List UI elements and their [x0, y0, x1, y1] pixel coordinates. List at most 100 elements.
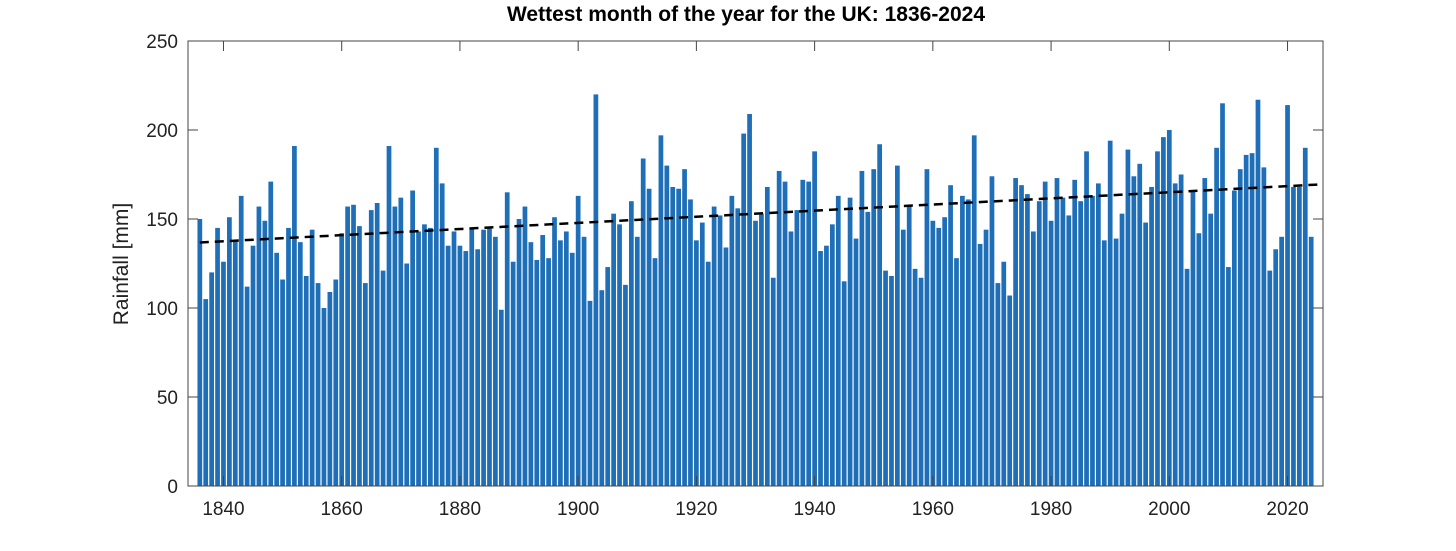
bar-1987 — [1090, 195, 1095, 487]
bar-1912 — [646, 188, 652, 487]
bar-1885 — [487, 227, 492, 486]
bar-1984 — [1072, 179, 1078, 486]
bar-1862 — [351, 204, 356, 486]
bar-1867 — [380, 270, 386, 486]
bar-1954 — [895, 165, 900, 486]
bar-1874 — [422, 224, 427, 486]
bar-1911 — [640, 158, 646, 487]
bar-1919 — [688, 199, 693, 487]
bar-1902 — [587, 300, 593, 486]
x-tick-label-1920: 1920 — [675, 499, 717, 520]
bar-2004 — [1190, 190, 1196, 486]
bar-1981 — [1054, 178, 1060, 486]
bar-1951 — [877, 144, 883, 487]
bar-2001 — [1172, 183, 1178, 486]
bar-1900 — [575, 195, 581, 487]
bar-1955 — [900, 229, 906, 486]
bar-1975 — [1019, 185, 1024, 486]
bar-1920 — [694, 240, 699, 486]
bar-1905 — [605, 267, 611, 486]
bar-2011 — [1231, 190, 1237, 486]
bar-1840 — [221, 261, 226, 486]
bar-1994 — [1131, 176, 1137, 486]
bar-2010 — [1226, 267, 1231, 486]
bar-1855 — [309, 229, 315, 486]
bar-1837 — [203, 299, 209, 486]
y-tick-label-200: 200 — [146, 121, 178, 142]
bar-1931 — [759, 213, 764, 486]
bar-1961 — [936, 227, 942, 486]
x-tick-label-2000: 2000 — [1148, 499, 1190, 520]
bar-1851 — [286, 227, 291, 486]
trend-group — [199, 183, 1324, 244]
bar-2009 — [1220, 103, 1225, 487]
bar-1956 — [906, 204, 912, 486]
bar-2018 — [1273, 249, 1279, 486]
bar-1962 — [942, 217, 948, 486]
bar-1916 — [670, 186, 676, 486]
chart-title: Wettest month of the year for the UK: 18… — [507, 3, 985, 26]
bar-2014 — [1249, 153, 1255, 486]
bar-1983 — [1066, 215, 1072, 486]
bar-1913 — [652, 258, 658, 486]
bar-1960 — [930, 220, 936, 486]
bar-1901 — [581, 236, 587, 486]
y-axis-label: Rainfall [mm] — [110, 203, 133, 326]
bar-1880 — [457, 245, 463, 486]
bar-1904 — [599, 290, 605, 486]
bar-1939 — [806, 181, 812, 486]
bar-1932 — [764, 186, 770, 486]
bar-1945 — [841, 281, 847, 486]
bar-1846 — [256, 206, 262, 487]
bar-1903 — [593, 94, 599, 487]
bar-1950 — [871, 169, 877, 486]
bar-2024 — [1308, 236, 1314, 486]
bar-2002 — [1178, 174, 1184, 486]
bar-1957 — [912, 268, 918, 486]
x-tick-label-1840: 1840 — [202, 499, 244, 520]
bar-1871 — [404, 263, 410, 486]
bar-1890 — [516, 219, 522, 486]
bar-1849 — [274, 252, 280, 486]
bar-1896 — [552, 217, 557, 486]
bar-1971 — [995, 283, 1001, 486]
bar-1857 — [321, 308, 327, 486]
bar-1861 — [345, 206, 350, 487]
bar-1937 — [794, 210, 800, 486]
bar-1868 — [386, 146, 392, 486]
bar-1906 — [611, 213, 616, 486]
bar-1860 — [339, 233, 345, 486]
bar-1996 — [1143, 222, 1149, 486]
bar-1856 — [315, 283, 321, 486]
y-tick-label-100: 100 — [146, 299, 178, 320]
bar-1965 — [960, 195, 965, 487]
x-tick-label-1880: 1880 — [439, 499, 481, 520]
bar-1921 — [699, 222, 705, 486]
bar-1926 — [729, 195, 735, 487]
bar-1879 — [451, 231, 457, 486]
bar-1915 — [664, 165, 670, 486]
bar-1907 — [617, 224, 622, 486]
bar-1927 — [735, 208, 741, 486]
bar-2006 — [1202, 178, 1208, 486]
bar-1887 — [498, 309, 504, 486]
bar-1923 — [711, 206, 717, 487]
bar-1969 — [983, 229, 989, 486]
bar-1873 — [416, 231, 421, 486]
bar-1930 — [753, 220, 758, 486]
bar-1899 — [569, 252, 575, 486]
bar-1870 — [398, 197, 404, 486]
bar-1848 — [268, 181, 274, 486]
bar-1889 — [510, 261, 516, 486]
bar-1858 — [327, 291, 333, 486]
bar-1934 — [776, 170, 782, 486]
bar-1854 — [303, 275, 309, 486]
bar-1910 — [634, 236, 640, 486]
bar-1943 — [829, 224, 835, 486]
bar-1995 — [1137, 163, 1143, 486]
bar-1882 — [469, 227, 475, 486]
bar-1877 — [439, 183, 445, 486]
bar-1964 — [954, 258, 959, 486]
